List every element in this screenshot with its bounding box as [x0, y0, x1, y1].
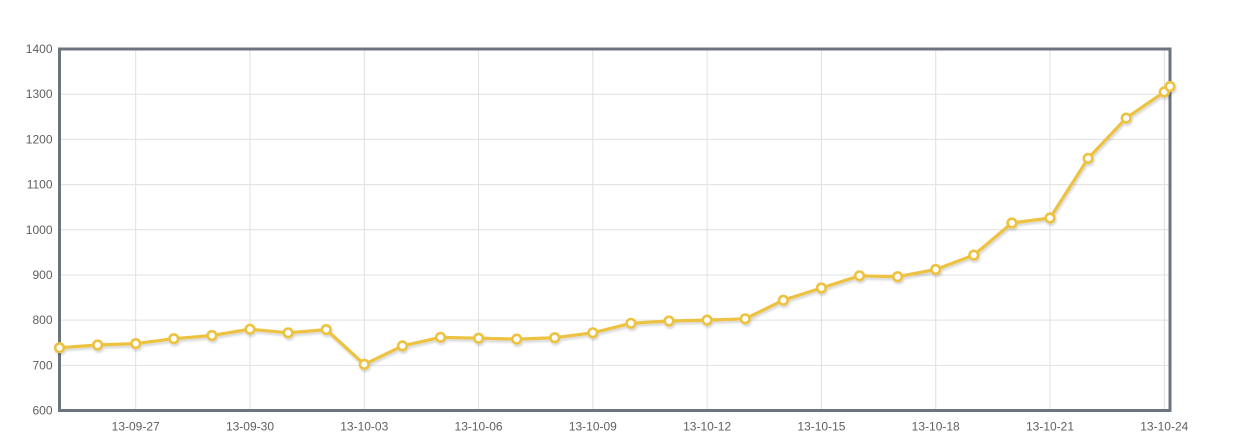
y-axis-labels: 600 700 800 900 1000 1100 1200 1300 1400 [26, 42, 53, 418]
data-point-marker[interactable] [206, 329, 218, 342]
data-point-marker[interactable] [320, 324, 332, 336]
data-point-marker[interactable] [244, 323, 256, 335]
y-tick-label: 1400 [26, 42, 53, 56]
data-point-marker[interactable] [701, 314, 713, 326]
data-point-marker[interactable] [434, 331, 447, 343]
data-point-marker[interactable] [168, 333, 180, 345]
data-point-marker[interactable] [91, 339, 104, 351]
data-point-marker[interactable] [777, 294, 789, 306]
data-point-marker[interactable] [549, 332, 561, 344]
x-tick-label: 13-09-27 [112, 420, 160, 434]
data-point-marker[interactable] [1044, 212, 1056, 224]
plot-border [58, 47, 1172, 412]
data-point-marker[interactable] [53, 342, 66, 354]
y-tick-label: 800 [32, 313, 52, 327]
x-tick-label: 13-10-15 [797, 420, 845, 434]
data-point-marker[interactable] [587, 327, 599, 339]
data-point-marker[interactable] [930, 263, 942, 276]
data-point-marker[interactable] [815, 282, 828, 294]
x-tick-label: 13-10-24 [1140, 420, 1188, 434]
x-tick-label: 13-10-09 [569, 420, 617, 434]
data-point-marker[interactable] [1082, 152, 1094, 164]
data-point-marker[interactable] [625, 317, 637, 329]
data-point-marker[interactable] [853, 270, 866, 282]
data-point-marker[interactable] [130, 338, 142, 350]
data-point-marker[interactable] [739, 313, 751, 325]
data-point-marker[interactable] [663, 315, 675, 327]
x-tick-label: 13-10-21 [1026, 420, 1074, 434]
y-tick-label: 1100 [27, 178, 53, 192]
y-tick-label: 600 [32, 404, 52, 418]
x-tick-label: 13-10-12 [683, 420, 731, 434]
x-tick-label: 13-10-06 [455, 420, 503, 434]
x-axis-labels: 13-09-27 13-09-30 13-10-03 13-10-06 13-10-09… [112, 420, 1189, 434]
data-point-marker[interactable] [968, 249, 980, 261]
data-point-marker[interactable] [511, 333, 523, 345]
x-tick-label: 13-10-03 [340, 420, 388, 434]
x-tick-label: 13-09-30 [226, 420, 274, 434]
data-point-marker[interactable] [358, 358, 370, 371]
x-tick-label: 13-10-18 [912, 420, 960, 434]
data-point-marker[interactable] [473, 332, 485, 344]
data-point-marker[interactable] [1164, 80, 1176, 93]
series-line [57, 84, 1172, 366]
data-series [53, 80, 1176, 371]
y-tick-label: 1000 [26, 223, 53, 237]
y-tick-label: 900 [32, 268, 52, 282]
data-point-marker[interactable] [282, 327, 294, 339]
data-point-marker[interactable] [1120, 112, 1132, 124]
data-point-marker[interactable] [891, 271, 904, 283]
grid-lines [59, 49, 1170, 411]
y-tick-label: 700 [32, 358, 52, 372]
data-point-marker[interactable] [396, 340, 409, 352]
data-point-marker[interactable] [1006, 217, 1018, 229]
y-tick-label: 1200 [26, 132, 53, 146]
y-tick-label: 1300 [26, 87, 53, 101]
